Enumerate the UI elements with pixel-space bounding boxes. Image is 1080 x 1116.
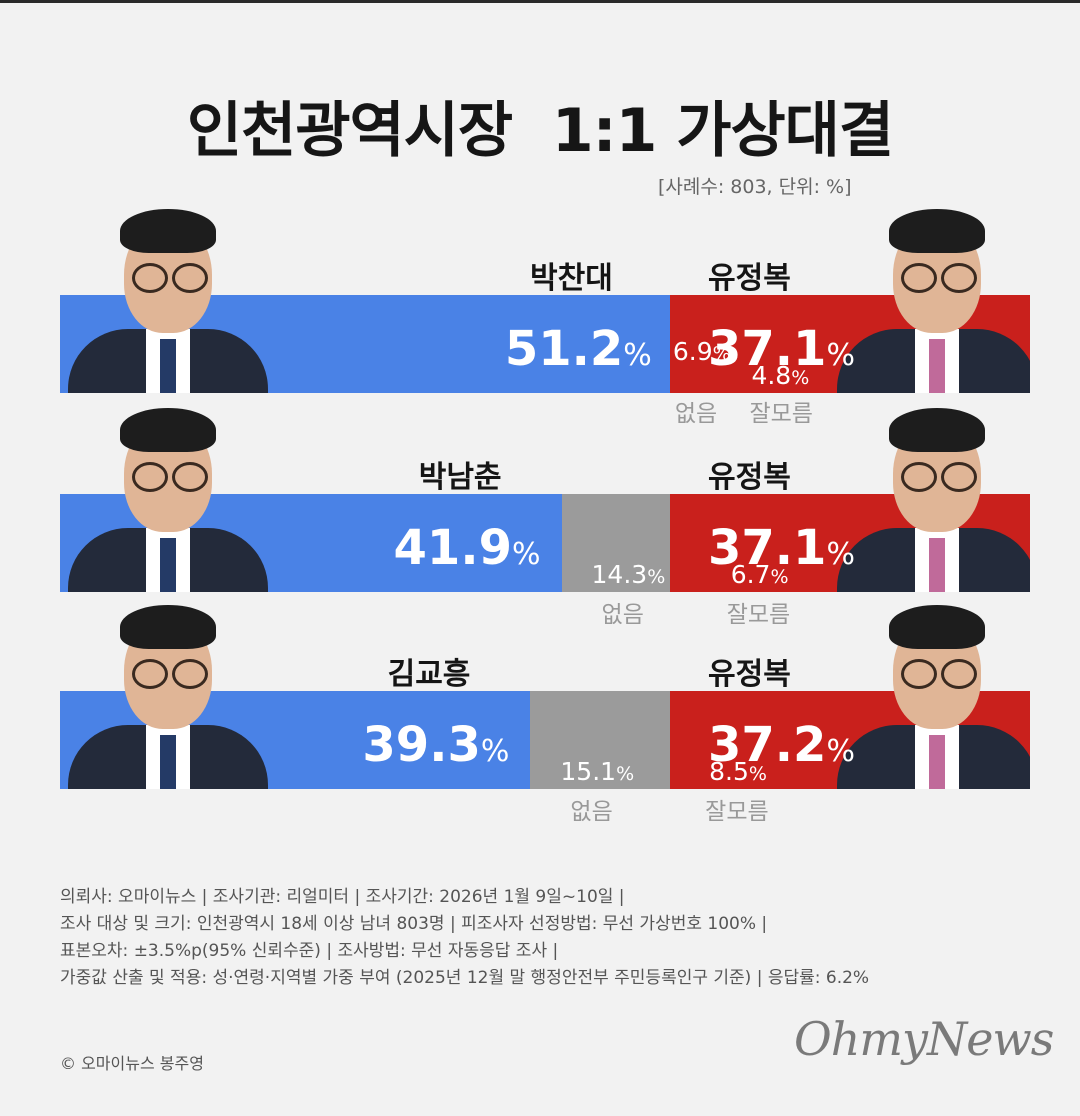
none-value-label-unit: % bbox=[712, 343, 731, 365]
candidate-photo-left bbox=[60, 400, 300, 592]
none-label: 없음 bbox=[601, 602, 644, 628]
eyeglasses-right bbox=[941, 659, 977, 689]
right-candidate-name: 유정복 bbox=[708, 261, 791, 296]
candidate-photo-right bbox=[824, 597, 1030, 789]
hair bbox=[889, 408, 985, 452]
note-line: 의뢰사: 오마이뉴스 | 조사기관: 리얼미터 | 조사기간: 2026년 1월… bbox=[60, 887, 625, 907]
dk-value-label-value: 8.5 bbox=[709, 757, 749, 786]
eyeglasses-right bbox=[941, 462, 977, 492]
left-value-label-value: 51.2 bbox=[504, 321, 624, 377]
none-value-label-unit: % bbox=[616, 763, 635, 785]
right-value-label-unit: % bbox=[826, 537, 855, 572]
none-label: 없음 bbox=[674, 401, 718, 427]
note-line: 표본오차: ±3.5%p(95% 신뢰수준) | 조사방법: 무선 자동응답 조… bbox=[60, 941, 559, 961]
none-value-label: 6.9% bbox=[673, 337, 731, 366]
none-value-label-unit: % bbox=[647, 566, 666, 588]
eyeglasses-left bbox=[132, 462, 168, 492]
necktie bbox=[160, 735, 176, 789]
left-candidate-name: 박남춘 bbox=[418, 460, 502, 495]
dont-know-label: 잘모름 bbox=[749, 401, 813, 427]
right-value-label-unit: % bbox=[826, 734, 855, 769]
eyeglasses-right bbox=[941, 263, 977, 293]
eyeglasses-right bbox=[172, 263, 208, 293]
sample-note: [사례수: 803, 단위: %] bbox=[658, 176, 852, 198]
eyeglasses-left bbox=[901, 659, 937, 689]
candidate-photo-left bbox=[60, 201, 300, 393]
dk-value-label-value: 4.8 bbox=[751, 361, 792, 390]
top-border bbox=[0, 0, 1080, 3]
left-candidate-name: 박찬대 bbox=[530, 261, 613, 296]
right-value-label-value: 37.1 bbox=[708, 520, 827, 576]
chart-row: 박찬대 유정복 51.2% 37.1% 6.9% 4.8% 없음 잘모름 bbox=[0, 201, 1080, 427]
dk-value-label-unit: % bbox=[791, 367, 810, 389]
eyeglasses-right bbox=[172, 659, 208, 689]
necktie bbox=[160, 339, 176, 393]
right-value-label-value: 37.1 bbox=[708, 321, 827, 377]
necktie bbox=[929, 735, 945, 789]
eyeglasses-left bbox=[132, 263, 168, 293]
left-value-label-unit: % bbox=[480, 734, 510, 769]
credit-text: © 오마이뉴스 봉주영 bbox=[60, 1054, 204, 1073]
candidate-photo-right bbox=[824, 400, 1030, 592]
candidate-photo-left bbox=[60, 597, 300, 789]
left-value-label-unit: % bbox=[623, 338, 652, 373]
dont-know-label: 잘모름 bbox=[726, 602, 791, 628]
necktie bbox=[929, 538, 945, 592]
hair bbox=[889, 605, 985, 649]
right-value-label-value: 37.2 bbox=[708, 717, 827, 773]
ohmynews-logo: OhmyNews bbox=[794, 1012, 1054, 1066]
hair bbox=[120, 605, 216, 649]
candidate-photo-right bbox=[824, 201, 1030, 393]
none-value-label-value: 6.9 bbox=[672, 337, 713, 366]
eyeglasses-left bbox=[132, 659, 168, 689]
dk-value-label-unit: % bbox=[748, 763, 767, 785]
note-line: 조사 대상 및 크기: 인천광역시 18세 이상 남녀 803명 | 피조사자 … bbox=[60, 914, 768, 934]
right-candidate-name: 유정복 bbox=[708, 460, 791, 495]
necktie bbox=[929, 339, 945, 393]
hair bbox=[889, 209, 985, 253]
none-label: 없음 bbox=[570, 799, 613, 825]
right-value-label: 37.2% bbox=[708, 717, 855, 773]
none-value-label-value: 15.1 bbox=[560, 757, 617, 786]
dk-value-label: 4.8% bbox=[751, 361, 809, 390]
right-value-label: 37.1% bbox=[708, 321, 855, 377]
chart-row: 김교흥 유정복 39.3% 37.2% 15.1% 8.5% 없음 잘모름 bbox=[0, 597, 1080, 825]
dk-value-label: 6.7% bbox=[731, 560, 789, 589]
hair bbox=[120, 209, 216, 253]
dk-value-label-unit: % bbox=[770, 566, 789, 588]
left-value-label-unit: % bbox=[511, 537, 541, 572]
hair bbox=[120, 408, 216, 452]
left-candidate-name: 김교흥 bbox=[387, 657, 471, 692]
left-value-label: 51.2% bbox=[505, 321, 652, 377]
none-value-label: 15.1% bbox=[560, 757, 634, 786]
eyeglasses-left bbox=[901, 462, 937, 492]
left-value-label: 41.9% bbox=[394, 520, 541, 576]
right-value-label-unit: % bbox=[826, 338, 855, 373]
necktie bbox=[160, 538, 176, 592]
eyeglasses-left bbox=[901, 263, 937, 293]
chart-row: 박남춘 유정복 41.9% 37.1% 14.3% 6.7% 없음 잘모름 bbox=[0, 400, 1080, 628]
dont-know-label: 잘모름 bbox=[705, 799, 769, 825]
none-value-label: 14.3% bbox=[592, 560, 666, 589]
chart-title: 인천광역시장 1:1 가상대결 bbox=[186, 96, 894, 166]
left-value-label-value: 39.3 bbox=[362, 717, 481, 773]
dk-value-label-value: 6.7 bbox=[730, 560, 771, 589]
eyeglasses-right bbox=[172, 462, 208, 492]
right-candidate-name: 유정복 bbox=[708, 657, 791, 692]
right-value-label: 37.1% bbox=[708, 520, 855, 576]
left-value-label: 39.3% bbox=[362, 717, 509, 773]
survey-notes: 의뢰사: 오마이뉴스 | 조사기관: 리얼미터 | 조사기간: 2026년 1월… bbox=[60, 884, 869, 992]
dk-value-label: 8.5% bbox=[709, 757, 767, 786]
none-value-label-value: 14.3 bbox=[591, 560, 648, 589]
note-line: 가중값 산출 및 적용: 성·연령·지역별 가중 부여 (2025년 12월 말… bbox=[60, 968, 870, 988]
left-value-label-value: 41.9 bbox=[393, 520, 512, 576]
